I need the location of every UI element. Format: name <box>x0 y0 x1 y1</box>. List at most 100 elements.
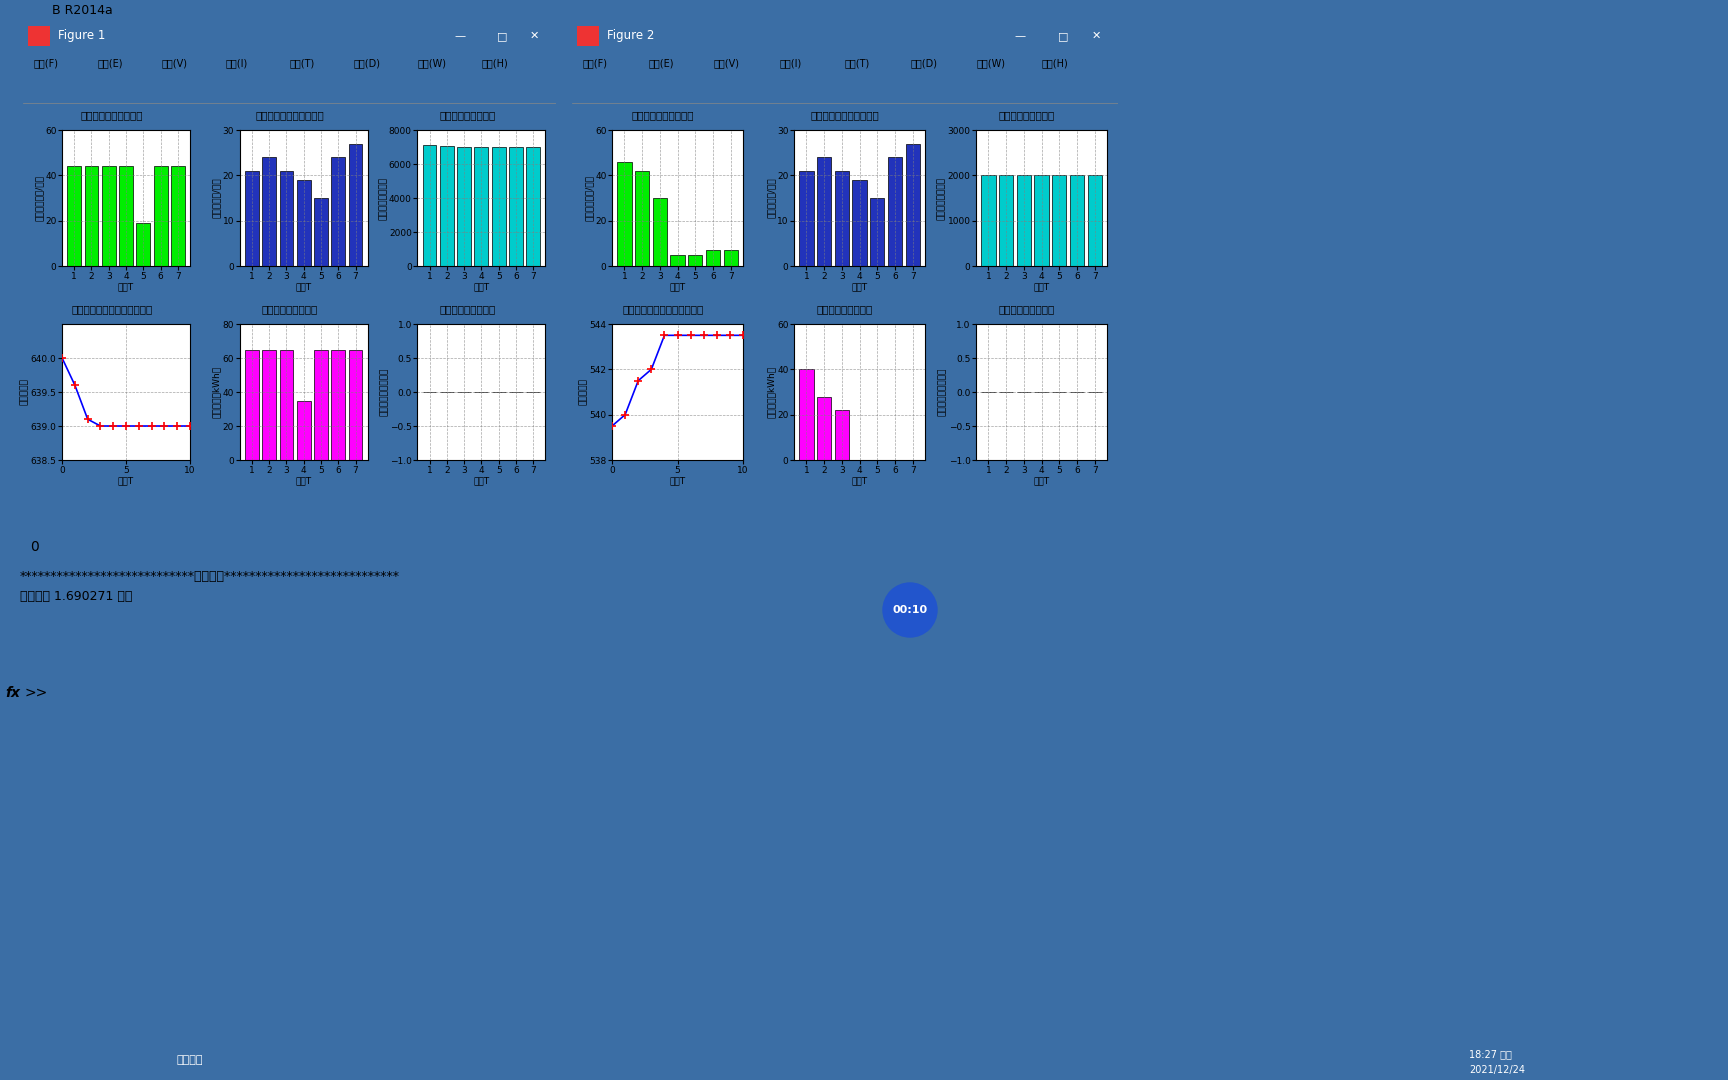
Bar <box>670 255 684 266</box>
Text: Figure 2: Figure 2 <box>608 29 655 42</box>
X-axis label: 时段T: 时段T <box>669 282 686 291</box>
Text: 水预测流量与时段的关系: 水预测流量与时段的关系 <box>256 110 323 120</box>
Bar <box>1035 175 1049 266</box>
Y-axis label: 来水量（米/秒）: 来水量（米/秒） <box>767 178 776 218</box>
Bar <box>1087 175 1102 266</box>
Text: —: — <box>454 31 465 41</box>
Text: 18:27 周五: 18:27 周五 <box>1469 1049 1512 1059</box>
Y-axis label: 水位（米）: 水位（米） <box>579 379 588 405</box>
Text: 均库容与时段的关系: 均库容与时段的关系 <box>999 110 1056 120</box>
Y-axis label: 弃水量（万立方米）: 弃水量（万立方米） <box>938 368 947 416</box>
Text: 蓄电量与时段的关系: 蓄电量与时段的关系 <box>261 303 318 314</box>
Text: 各时段初始水位与时段的关系: 各时段初始水位与时段的关系 <box>622 303 703 314</box>
Text: 工具(T): 工具(T) <box>290 58 314 68</box>
Y-axis label: 水位（米）: 水位（米） <box>21 379 29 405</box>
Text: 时间已过 1.690271 秒。: 时间已过 1.690271 秒。 <box>21 590 133 603</box>
Text: 编辑(E): 编辑(E) <box>648 58 674 68</box>
Bar <box>707 251 721 266</box>
Bar <box>871 198 885 266</box>
Bar <box>263 350 276 460</box>
Text: 帮助(H): 帮助(H) <box>1042 58 1068 68</box>
Bar <box>332 158 346 266</box>
Bar <box>102 166 116 266</box>
Bar <box>314 350 328 460</box>
Y-axis label: 库容（万立方米）: 库容（万立方米） <box>937 176 947 219</box>
Bar <box>835 171 848 266</box>
Y-axis label: 发电水量（米/秒）: 发电水量（米/秒） <box>35 175 43 221</box>
Bar <box>28 26 50 45</box>
Bar <box>423 146 437 266</box>
Bar <box>119 166 133 266</box>
X-axis label: 时段T: 时段T <box>1033 282 1049 291</box>
Bar <box>835 410 848 460</box>
Bar <box>280 350 294 460</box>
Text: 查看(V): 查看(V) <box>162 58 188 68</box>
Bar <box>653 198 667 266</box>
Bar <box>888 158 902 266</box>
Bar <box>332 350 346 460</box>
Text: ✕: ✕ <box>1092 31 1101 41</box>
Bar <box>441 146 454 266</box>
Bar <box>349 144 363 266</box>
Bar <box>245 350 259 460</box>
Circle shape <box>883 583 937 637</box>
Y-axis label: 来水量（米/秒）: 来水量（米/秒） <box>213 178 221 218</box>
Text: 蓄电量与时段的关系: 蓄电量与时段的关系 <box>817 303 873 314</box>
X-axis label: 时段T: 时段T <box>1033 476 1049 485</box>
Y-axis label: 弃水量（万立方米）: 弃水量（万立方米） <box>380 368 389 416</box>
Bar <box>154 166 168 266</box>
Text: 工具(T): 工具(T) <box>845 58 871 68</box>
Text: fx: fx <box>5 686 21 700</box>
Text: 桌面(D): 桌面(D) <box>911 58 938 68</box>
X-axis label: 时段T: 时段T <box>473 282 489 291</box>
Text: 插入(I): 插入(I) <box>226 58 247 68</box>
Y-axis label: 库容（万立方米）: 库容（万立方米） <box>378 176 387 219</box>
Text: 2021/12/24: 2021/12/24 <box>1469 1065 1524 1075</box>
Bar <box>475 147 489 266</box>
Bar <box>577 26 600 45</box>
Text: □: □ <box>1058 31 1068 41</box>
Bar <box>1070 175 1083 266</box>
Bar <box>263 158 276 266</box>
Text: B R2014a: B R2014a <box>52 3 112 16</box>
Bar <box>297 401 311 460</box>
Text: ✕: ✕ <box>530 31 539 41</box>
Y-axis label: 发电水量（米/秒）: 发电水量（米/秒） <box>584 175 594 221</box>
Bar <box>297 180 311 266</box>
X-axis label: 时段T: 时段T <box>295 476 311 485</box>
Bar <box>905 144 919 266</box>
Text: 窗口(W): 窗口(W) <box>418 58 446 68</box>
X-axis label: 时段T: 时段T <box>118 282 135 291</box>
Bar <box>85 166 98 266</box>
Text: 0: 0 <box>29 540 38 554</box>
Bar <box>688 255 702 266</box>
Bar <box>636 171 650 266</box>
Bar <box>245 171 259 266</box>
Bar <box>982 175 995 266</box>
Bar <box>527 147 541 266</box>
Text: —: — <box>1014 31 1025 41</box>
Bar <box>724 251 738 266</box>
Bar <box>817 158 831 266</box>
Bar <box>617 162 631 266</box>
Text: 引用流量与时段的关系: 引用流量与时段的关系 <box>81 110 143 120</box>
Text: 文件(F): 文件(F) <box>33 58 59 68</box>
Bar <box>458 147 472 266</box>
Text: 弃水量与时段的关系: 弃水量与时段的关系 <box>439 303 496 314</box>
Bar <box>314 198 328 266</box>
Y-axis label: 发电量（万kWh）: 发电量（万kWh） <box>767 366 776 418</box>
Bar <box>800 171 814 266</box>
X-axis label: 时段T: 时段T <box>295 282 311 291</box>
Text: >>: >> <box>24 686 48 700</box>
Text: 00:10: 00:10 <box>892 605 928 615</box>
Text: 查看(V): 查看(V) <box>714 58 740 68</box>
Text: ****************************结果显示****************************: ****************************结果显示********… <box>21 570 399 583</box>
Bar <box>280 171 294 266</box>
Bar <box>800 369 814 460</box>
Bar <box>1052 175 1066 266</box>
Text: Figure 1: Figure 1 <box>57 29 105 42</box>
Text: 水预测流量与时段的关系: 水预测流量与时段的关系 <box>810 110 880 120</box>
Bar <box>999 175 1013 266</box>
Bar <box>67 166 81 266</box>
Bar <box>852 180 867 266</box>
